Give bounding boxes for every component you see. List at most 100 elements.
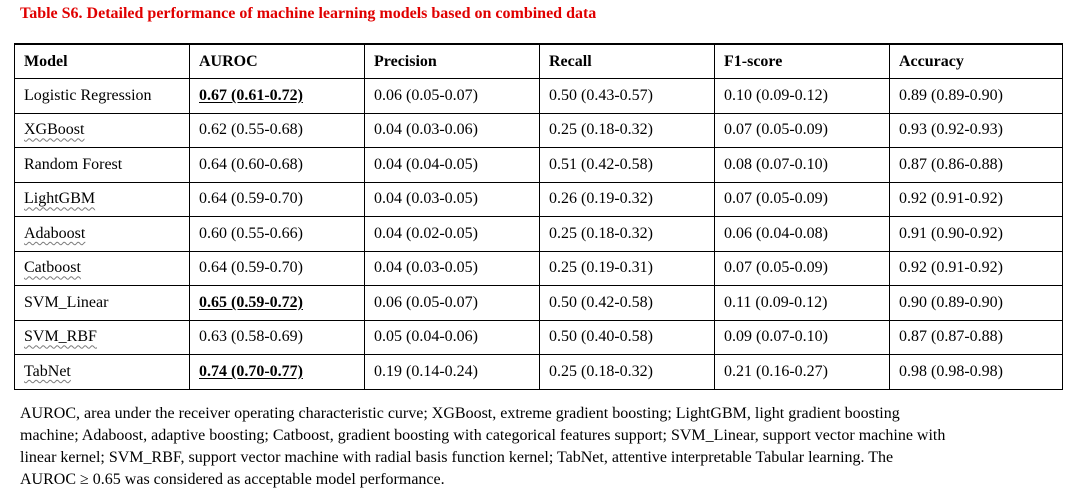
- accuracy-cell: 0.87 (0.86-0.88): [889, 147, 1063, 183]
- precision-cell-text: 0.04 (0.03-0.06): [374, 121, 478, 139]
- accuracy-cell-text: 0.92 (0.91-0.92): [899, 259, 1003, 277]
- recall-cell-text: 0.50 (0.42-0.58): [549, 293, 653, 311]
- recall-cell-text: 0.50 (0.40-0.58): [549, 328, 653, 346]
- accuracy-cell: 0.91 (0.90-0.92): [889, 216, 1063, 252]
- accuracy-cell: 0.93 (0.92-0.93): [889, 112, 1063, 148]
- auroc-cell: 0.67 (0.61-0.72): [189, 78, 365, 114]
- auroc-cell: 0.74 (0.70-0.77): [189, 354, 365, 390]
- accuracy-cell-text: 0.87 (0.87-0.88): [899, 328, 1003, 346]
- precision-cell-text: 0.19 (0.14-0.24): [374, 362, 478, 380]
- precision-cell: 0.06 (0.05-0.07): [364, 78, 540, 114]
- recall-cell-text: 0.25 (0.18-0.32): [549, 224, 653, 242]
- f1-score-cell: 0.07 (0.05-0.09): [714, 181, 890, 217]
- precision-cell: 0.05 (0.04-0.06): [364, 319, 540, 355]
- header-model: Model: [14, 43, 190, 79]
- auroc-cell-text: 0.64 (0.59-0.70): [199, 259, 303, 277]
- accuracy-cell: 0.98 (0.98-0.98): [889, 354, 1063, 390]
- auroc-cell: 0.60 (0.55-0.66): [189, 216, 365, 252]
- auroc-cell: 0.64 (0.59-0.70): [189, 181, 365, 217]
- f1-score-cell-text: 0.21 (0.16-0.27): [724, 362, 828, 380]
- table-header-row: Model AUROC Precision Recall F1-score Ac…: [14, 43, 1063, 79]
- model-cell-text: Catboost: [24, 259, 81, 277]
- precision-cell: 0.04 (0.03-0.05): [364, 181, 540, 217]
- f1-score-cell-text: 0.09 (0.07-0.10): [724, 328, 828, 346]
- model-cell: XGBoost: [14, 112, 190, 148]
- f1-score-cell-text: 0.07 (0.05-0.09): [724, 190, 828, 208]
- recall-cell-text: 0.26 (0.19-0.32): [549, 190, 653, 208]
- precision-cell: 0.04 (0.03-0.05): [364, 250, 540, 286]
- f1-score-cell: 0.21 (0.16-0.27): [714, 354, 890, 390]
- table-row: SVM_Linear 0.65 (0.59-0.72) 0.06 (0.05-0.0…: [14, 285, 1063, 321]
- f1-score-cell-text: 0.10 (0.09-0.12): [724, 86, 828, 104]
- f1-score-cell-text: 0.06 (0.04-0.08): [724, 224, 828, 242]
- precision-cell-text: 0.04 (0.04-0.05): [374, 155, 478, 173]
- accuracy-cell-text: 0.93 (0.92-0.93): [899, 121, 1003, 139]
- auroc-cell-text: 0.74 (0.70-0.77): [199, 362, 303, 380]
- table-title: Table S6. Detailed performance of machin…: [20, 5, 597, 22]
- footnote-line: linear kernel; SVM_RBF, support vector m…: [20, 449, 894, 466]
- model-cell-text: LightGBM: [24, 190, 96, 208]
- auroc-cell-text: 0.60 (0.55-0.66): [199, 224, 303, 242]
- accuracy-cell-text: 0.98 (0.98-0.98): [899, 362, 1003, 380]
- footnote-line: machine; Adaboost, adaptive boosting; Ca…: [20, 427, 946, 444]
- model-cell-text: Adaboost: [24, 224, 86, 242]
- auroc-cell-text: 0.67 (0.61-0.72): [199, 86, 303, 104]
- model-cell-text: SVM_Linear: [24, 293, 109, 311]
- header-precision: Precision: [364, 43, 540, 79]
- auroc-cell-text: 0.65 (0.59-0.72): [199, 293, 303, 311]
- model-cell: SVM_Linear: [14, 285, 190, 321]
- model-cell: Logistic Regression: [14, 78, 190, 114]
- table-row: Catboost 0.64 (0.59-0.70) 0.04 (0.03-0.05)…: [14, 250, 1063, 286]
- precision-cell: 0.04 (0.02-0.05): [364, 216, 540, 252]
- model-cell: Adaboost: [14, 216, 190, 252]
- table-body: Logistic Regression 0.67 (0.61-0.72) 0.06 …: [14, 78, 1063, 390]
- accuracy-cell-text: 0.90 (0.89-0.90): [899, 293, 1003, 311]
- f1-score-cell: 0.11 (0.09-0.12): [714, 285, 890, 321]
- f1-score-cell: 0.08 (0.07-0.10): [714, 147, 890, 183]
- accuracy-cell-text: 0.92 (0.91-0.92): [899, 190, 1003, 208]
- table-row: XGBoost 0.62 (0.55-0.68) 0.04 (0.03-0.06) 0…: [14, 112, 1063, 148]
- auroc-cell: 0.65 (0.59-0.72): [189, 285, 365, 321]
- recall-cell-text: 0.25 (0.18-0.32): [549, 121, 653, 139]
- recall-cell: 0.50 (0.40-0.58): [539, 319, 715, 355]
- precision-cell: 0.19 (0.14-0.24): [364, 354, 540, 390]
- footnote-line: AUROC ≥ 0.65 was considered as acceptabl…: [20, 471, 445, 488]
- precision-cell-text: 0.05 (0.04-0.06): [374, 328, 478, 346]
- recall-cell: 0.25 (0.18-0.32): [539, 354, 715, 390]
- f1-score-cell: 0.09 (0.07-0.10): [714, 319, 890, 355]
- auroc-cell: 0.64 (0.59-0.70): [189, 250, 365, 286]
- recall-cell-text: 0.50 (0.43-0.57): [549, 86, 653, 104]
- recall-cell: 0.51 (0.42-0.58): [539, 147, 715, 183]
- f1-score-cell-text: 0.07 (0.05-0.09): [724, 259, 828, 277]
- footnote-line: AUROC, area under the receiver operating…: [20, 405, 900, 422]
- recall-cell: 0.26 (0.19-0.32): [539, 181, 715, 217]
- precision-cell: 0.04 (0.03-0.06): [364, 112, 540, 148]
- recall-cell-text: 0.25 (0.19-0.31): [549, 259, 653, 277]
- precision-cell-text: 0.04 (0.02-0.05): [374, 224, 478, 242]
- recall-cell: 0.50 (0.43-0.57): [539, 78, 715, 114]
- model-cell-text: TabNet: [24, 362, 71, 380]
- header-f1-score: F1-score: [714, 43, 890, 79]
- f1-score-cell-text: 0.07 (0.05-0.09): [724, 121, 828, 139]
- f1-score-cell: 0.10 (0.09-0.12): [714, 78, 890, 114]
- table-row: Logistic Regression 0.67 (0.61-0.72) 0.06 …: [14, 78, 1063, 114]
- model-cell: LightGBM: [14, 181, 190, 217]
- precision-cell-text: 0.06 (0.05-0.07): [374, 293, 478, 311]
- model-cell: Catboost: [14, 250, 190, 286]
- f1-score-cell-text: 0.08 (0.07-0.10): [724, 155, 828, 173]
- table-row: LightGBM 0.64 (0.59-0.70) 0.04 (0.03-0.05)…: [14, 181, 1063, 217]
- model-cell: SVM_RBF: [14, 319, 190, 355]
- header-recall: Recall: [539, 43, 715, 79]
- precision-cell-text: 0.04 (0.03-0.05): [374, 259, 478, 277]
- accuracy-cell: 0.89 (0.89-0.90): [889, 78, 1063, 114]
- table-row: Adaboost 0.60 (0.55-0.66) 0.04 (0.02-0.05)…: [14, 216, 1063, 252]
- auroc-cell-text: 0.64 (0.60-0.68): [199, 155, 303, 173]
- accuracy-cell: 0.92 (0.91-0.92): [889, 181, 1063, 217]
- accuracy-cell: 0.90 (0.89-0.90): [889, 285, 1063, 321]
- model-cell-text: Logistic Regression: [24, 86, 152, 104]
- header-accuracy: Accuracy: [889, 43, 1063, 79]
- f1-score-cell: 0.06 (0.04-0.08): [714, 216, 890, 252]
- auroc-cell: 0.64 (0.60-0.68): [189, 147, 365, 183]
- precision-cell: 0.06 (0.05-0.07): [364, 285, 540, 321]
- auroc-cell: 0.62 (0.55-0.68): [189, 112, 365, 148]
